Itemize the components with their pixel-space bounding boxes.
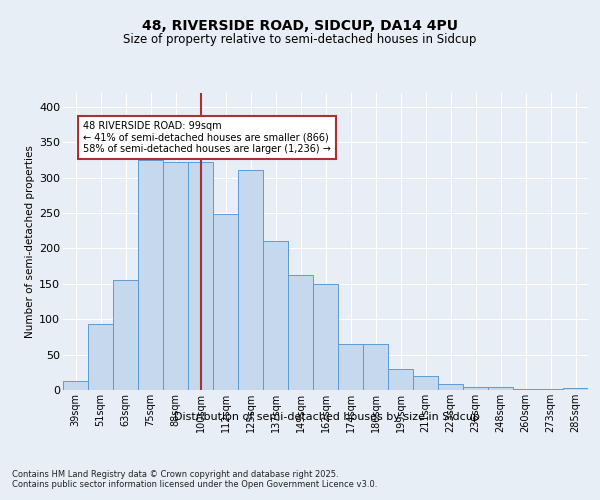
Bar	[338, 344, 363, 390]
Text: 48 RIVERSIDE ROAD: 99sqm
← 41% of semi-detached houses are smaller (866)
58% of : 48 RIVERSIDE ROAD: 99sqm ← 41% of semi-d…	[83, 121, 331, 154]
Bar	[263, 240, 288, 390]
Bar	[188, 162, 213, 390]
Bar	[563, 388, 588, 390]
Bar	[138, 160, 163, 390]
Bar	[213, 214, 238, 390]
Bar	[488, 387, 513, 390]
Bar	[438, 384, 463, 390]
Y-axis label: Number of semi-detached properties: Number of semi-detached properties	[25, 145, 35, 338]
Bar	[88, 324, 113, 390]
Text: Distribution of semi-detached houses by size in Sidcup: Distribution of semi-detached houses by …	[174, 412, 480, 422]
Text: Contains public sector information licensed under the Open Government Licence v3: Contains public sector information licen…	[12, 480, 377, 489]
Bar	[463, 387, 488, 390]
Bar	[288, 274, 313, 390]
Text: Size of property relative to semi-detached houses in Sidcup: Size of property relative to semi-detach…	[124, 32, 476, 46]
Bar	[388, 370, 413, 390]
Bar	[63, 381, 88, 390]
Bar	[238, 170, 263, 390]
Text: Contains HM Land Registry data © Crown copyright and database right 2025.: Contains HM Land Registry data © Crown c…	[12, 470, 338, 479]
Text: 48, RIVERSIDE ROAD, SIDCUP, DA14 4PU: 48, RIVERSIDE ROAD, SIDCUP, DA14 4PU	[142, 19, 458, 33]
Bar	[313, 284, 338, 390]
Bar	[363, 344, 388, 390]
Bar	[163, 162, 188, 390]
Bar	[413, 376, 438, 390]
Bar	[113, 280, 138, 390]
